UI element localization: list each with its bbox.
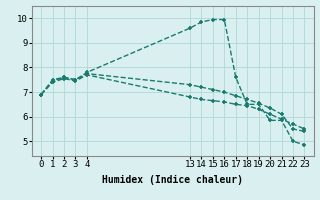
X-axis label: Humidex (Indice chaleur): Humidex (Indice chaleur) [102, 175, 243, 185]
